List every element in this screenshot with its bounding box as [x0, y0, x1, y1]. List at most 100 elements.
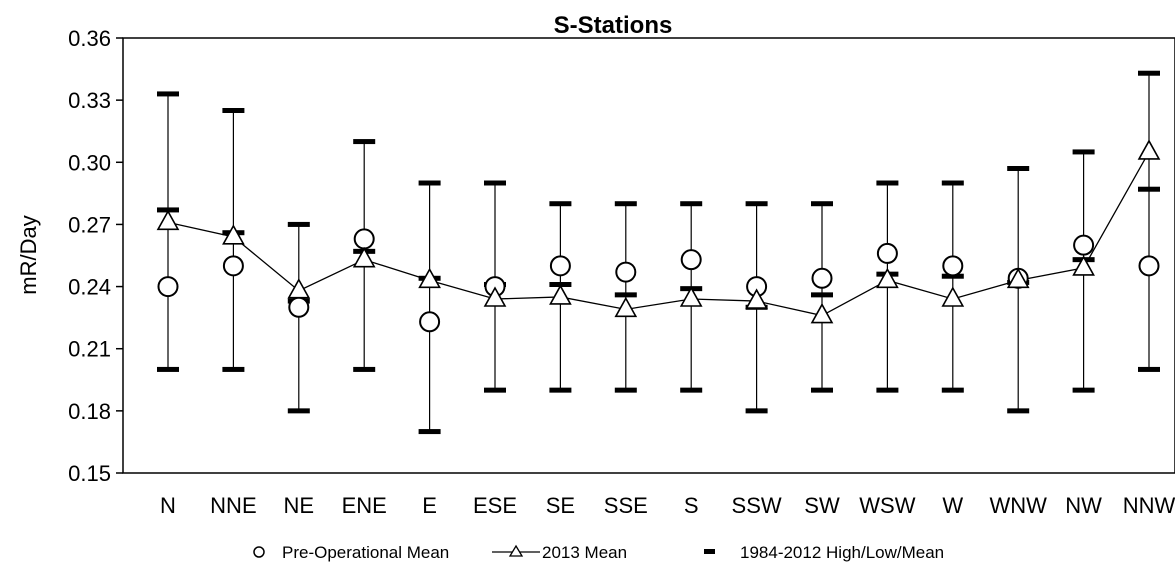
error-bar-low	[1072, 387, 1095, 393]
x-tick-label: ENE	[342, 493, 387, 518]
error-bar-low	[353, 366, 376, 372]
x-tick-label: NNE	[210, 493, 256, 518]
legend-label-pre-operational: Pre-Operational Mean	[282, 543, 449, 562]
error-bar-high	[353, 139, 376, 145]
x-tick-label: E	[422, 493, 437, 518]
mean-2013-point	[614, 296, 638, 318]
legend-marker-pre-operational	[253, 546, 265, 558]
error-bar-low	[614, 387, 637, 393]
x-tick-label: W	[942, 493, 963, 518]
pre-operational-point	[1138, 255, 1160, 277]
mean-2013-point	[1006, 267, 1030, 289]
y-tick-label: 0.24	[68, 275, 111, 300]
x-tick-label: N	[160, 493, 176, 518]
error-bar-low	[1007, 408, 1030, 414]
pre-operational-point	[549, 255, 571, 277]
y-tick-label: 0.27	[68, 212, 111, 237]
chart-title: S-Stations	[554, 12, 673, 39]
mean-2013-point	[810, 302, 834, 324]
error-bar-high	[1072, 149, 1095, 155]
error-bar-low	[484, 387, 506, 393]
y-tick-label: 0.18	[68, 399, 111, 424]
error-bar-low	[287, 408, 310, 414]
error-bar-low	[876, 387, 899, 393]
y-tick-label: 0.21	[68, 337, 111, 362]
x-tick-label: SW	[804, 493, 840, 518]
y-axis: 0.15 0.18 0.21 0.24 0.27 0.30 0.33 0.36	[68, 26, 123, 486]
x-tick-label: SSE	[604, 493, 648, 518]
markers	[156, 139, 1161, 333]
x-tick-label: ESE	[473, 493, 517, 518]
error-bar-high	[811, 201, 833, 207]
error-bar-high	[680, 201, 703, 207]
error-bar-high	[941, 180, 964, 186]
mean-2013-point	[418, 267, 441, 289]
error-bar-low	[811, 387, 833, 393]
pre-operational-point	[876, 242, 898, 264]
legend-label-history: 1984-2012 High/Low/Mean	[740, 543, 944, 562]
error-bar-high	[876, 180, 899, 186]
y-tick-label: 0.36	[68, 26, 111, 51]
pre-operational-point	[680, 249, 702, 271]
error-bar-low	[418, 429, 441, 435]
mean-2013-point	[483, 286, 507, 307]
legend-marker-2013	[508, 544, 524, 557]
error-bar-high	[418, 180, 441, 186]
pre-operational-point	[419, 311, 441, 333]
error-bar-high	[614, 201, 637, 207]
x-tick-label: S	[684, 493, 699, 518]
pre-operational-point	[1073, 234, 1095, 256]
error-bar-low	[222, 366, 245, 372]
legend: Pre-Operational Mean 2013 Mean 1984-2012…	[253, 543, 944, 562]
y-tick-label: 0.33	[68, 88, 111, 113]
x-tick-label: WNW	[989, 493, 1047, 518]
y-axis-label: mR/Day	[16, 215, 41, 294]
error-bar-mean	[811, 292, 833, 298]
legend-label-2013: 2013 Mean	[542, 543, 627, 562]
mean-2013-point	[941, 286, 965, 307]
x-tick-label: SE	[546, 493, 575, 518]
error-bar-low	[941, 387, 964, 393]
error-bar-high	[745, 201, 768, 207]
mean-2013-point	[1072, 255, 1095, 276]
error-bar-low	[157, 366, 179, 372]
error-bar-high	[549, 201, 572, 207]
error-bar-high	[157, 91, 179, 97]
x-tick-label: SSW	[732, 493, 782, 518]
x-axis: N NNE NE ENE E ESE SE SSE S SSW SW WSW W WNW NW NNW	[160, 493, 1175, 518]
pre-operational-point	[942, 255, 964, 277]
mean-2013-point	[1137, 139, 1161, 160]
plot-area	[122, 37, 1175, 474]
mean-2013-point	[876, 267, 899, 289]
pre-operational-point	[157, 276, 179, 298]
pre-operational-point	[615, 261, 637, 283]
error-bars	[157, 70, 1160, 435]
series-2013-line	[167, 151, 1150, 317]
mean-2013-point	[549, 284, 572, 305]
x-tick-label: NE	[284, 493, 315, 518]
x-tick-label: NNW	[1123, 493, 1175, 518]
y-tick-label: 0.15	[68, 461, 111, 486]
error-bar-high	[484, 180, 506, 186]
mean-2013-point	[222, 224, 245, 245]
pre-operational-point	[811, 267, 833, 289]
pre-operational-point	[222, 255, 244, 277]
y-tick-label: 0.30	[68, 150, 111, 175]
mean-2013-point	[352, 246, 376, 268]
error-bar-high	[1138, 70, 1160, 76]
error-bar-low	[549, 387, 572, 393]
error-bar-high	[1007, 166, 1030, 171]
legend-marker-history	[704, 549, 715, 554]
pre-operational-point	[288, 296, 310, 318]
error-bar-high	[287, 221, 310, 227]
error-bar-mean	[614, 292, 637, 298]
mean-2013-point	[679, 286, 703, 307]
mean-2013-point	[745, 288, 768, 309]
series-2013-polyline	[167, 151, 1150, 317]
error-bar-low	[680, 387, 703, 393]
error-bar-low	[745, 408, 768, 414]
mean-2013-point	[156, 209, 180, 231]
pre-operational-point	[353, 228, 375, 250]
error-bar-mean	[1138, 186, 1160, 192]
